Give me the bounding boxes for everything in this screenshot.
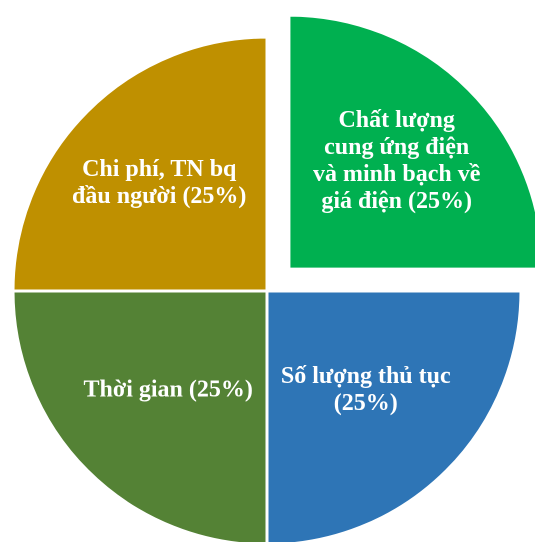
pie-slice (11, 35, 269, 293)
slice-label: Chất lượng cung ứng điện và minh bạch về… (312, 107, 482, 215)
category-label: Chất lượng cung ứng điện và minh bạch về… (312, 107, 481, 215)
pie-slice (11, 289, 269, 542)
slice-label: Chi phí, TN bq đầu người (25%) (64, 156, 254, 210)
pie-slice (265, 289, 523, 542)
category-label: Số lượng thủ tục (280, 362, 451, 389)
slice-label: Thời gian (25%) (73, 376, 263, 403)
pie-slice (287, 13, 535, 271)
value-label: (25%) (182, 183, 247, 210)
value-label: (25%) (333, 389, 398, 416)
value-label: (25%) (408, 188, 472, 215)
slice-label: Số lượng thủ tục (25%) (266, 363, 466, 417)
category-label: Thời gian (83, 376, 183, 403)
value-label: (25%) (188, 376, 253, 403)
category-label: Chi phí, TN bq đầu người (72, 156, 237, 210)
